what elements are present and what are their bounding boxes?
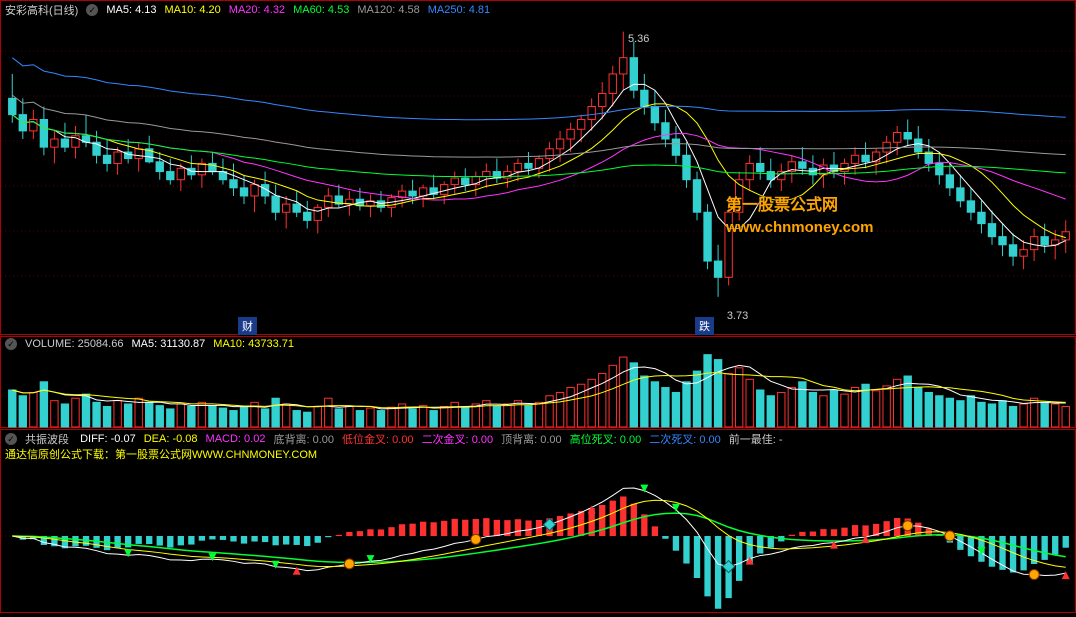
ind-label-7: 顶背离: 0.00 <box>501 431 562 447</box>
high-price-label: 5.36 <box>628 33 649 45</box>
badge-1: 跌 <box>695 317 714 335</box>
ind-label-1: DIFF: -0.07 <box>80 433 136 445</box>
indicator-header: ✓ 共振波段 DIFF: -0.07 DEA: -0.08 MACD: 0.02 底背离… <box>5 431 783 447</box>
ma-label-2: MA20: 4.32 <box>229 4 285 16</box>
ind-label-3: MACD: 0.02 <box>206 433 266 445</box>
ma-label-5: MA250: 4.81 <box>428 4 490 16</box>
ind-label-4: 底背离: 0.00 <box>273 431 334 447</box>
ind-label-2: DEA: -0.08 <box>144 433 198 445</box>
collapse-icon[interactable]: ✓ <box>5 433 17 445</box>
ind-label-6: 二次金叉: 0.00 <box>422 431 494 447</box>
vol-label-2: MA10: 43733.71 <box>213 338 294 350</box>
ind-label-9: 二次死叉: 0.00 <box>649 431 721 447</box>
vol-label-1: MA5: 31130.87 <box>131 338 205 350</box>
stock-name: 安彩高科(日线) <box>5 2 78 18</box>
low-price-label: 3.73 <box>727 310 748 322</box>
ind-label-10: 前一最佳: - <box>729 431 783 447</box>
ind-label-0: 共振波段 <box>25 431 72 447</box>
main-header: 安彩高科(日线) ✓ MA5: 4.13 MA10: 4.20 MA20: 4.32 MA… <box>5 2 490 18</box>
ma-label-3: MA60: 4.53 <box>293 4 349 16</box>
ind-label-8: 高位死叉: 0.00 <box>570 431 642 447</box>
badge-0: 财 <box>238 317 257 335</box>
volume-header: ✓ VOLUME: 25084.66 MA5: 31130.87 MA10: 4373… <box>5 338 294 350</box>
collapse-icon[interactable]: ✓ <box>5 338 17 350</box>
ind-label-5: 低位金叉: 0.00 <box>342 431 414 447</box>
ma-label-1: MA10: 4.20 <box>165 4 221 16</box>
volume-chart-panel[interactable]: ✓ VOLUME: 25084.66 MA5: 31130.87 MA10: 4373… <box>0 336 1076 428</box>
indicator-subtitle: 通达信原创公式下载：第一股票公式网WWW.CHNMONEY.COM <box>5 446 317 462</box>
candlestick-chart-panel[interactable]: 安彩高科(日线) ✓ MA5: 4.13 MA10: 4.20 MA20: 4.32 MA… <box>0 0 1076 335</box>
indicator-chart-panel[interactable]: ✓ 共振波段 DIFF: -0.07 DEA: -0.08 MACD: 0.02 底背离… <box>0 429 1076 613</box>
collapse-icon[interactable]: ✓ <box>86 4 98 16</box>
ma-label-0: MA5: 4.13 <box>106 4 156 16</box>
vol-label-0: VOLUME: 25084.66 <box>25 338 123 350</box>
watermark: 第一股票公式网www.chnmoney.com <box>726 191 874 236</box>
ma-label-4: MA120: 4.58 <box>357 4 419 16</box>
